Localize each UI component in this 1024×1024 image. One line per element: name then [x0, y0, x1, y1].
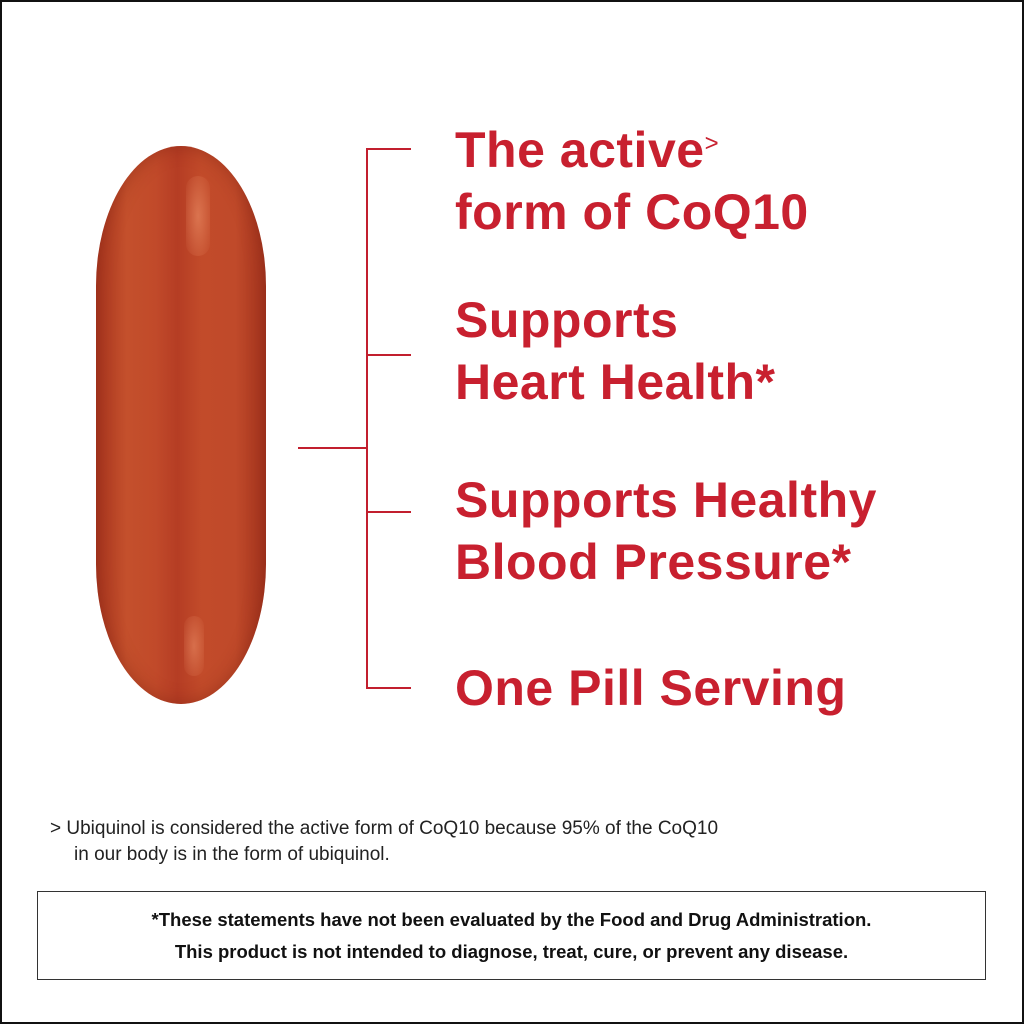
- claim-one-pill: One Pill Serving: [455, 657, 846, 719]
- claim-heart-health: Supports Heart Health*: [455, 289, 776, 413]
- footnote-marker: >: [704, 130, 720, 157]
- claim-line: The active: [455, 122, 705, 178]
- disclaimer-line: *These statements have not been evaluate…: [151, 909, 872, 930]
- softgel-pill-image: [96, 146, 266, 704]
- claim-line: One Pill Serving: [455, 660, 847, 716]
- footnote-line: in our body is in the form of ubiquinol.: [74, 844, 390, 865]
- claim-line: Supports Healthy: [455, 472, 877, 528]
- claim-line: Blood Pressure*: [455, 534, 852, 590]
- claim-line: Supports: [455, 292, 679, 348]
- claim-active-form: The active> form of CoQ10: [455, 119, 809, 243]
- footnote-marker: >: [50, 818, 62, 839]
- claim-line: Heart Health*: [455, 354, 776, 410]
- claim-blood-pressure: Supports Healthy Blood Pressure*: [455, 469, 877, 593]
- fda-disclaimer-box: *These statements have not been evaluate…: [37, 891, 986, 980]
- disclaimer-line: This product is not intended to diagnose…: [174, 941, 849, 962]
- claim-line: form of CoQ10: [455, 184, 809, 240]
- footnote-line: Ubiquinol is considered the active form …: [66, 818, 719, 839]
- footnote: > Ubiquinol is considered the active for…: [50, 816, 718, 868]
